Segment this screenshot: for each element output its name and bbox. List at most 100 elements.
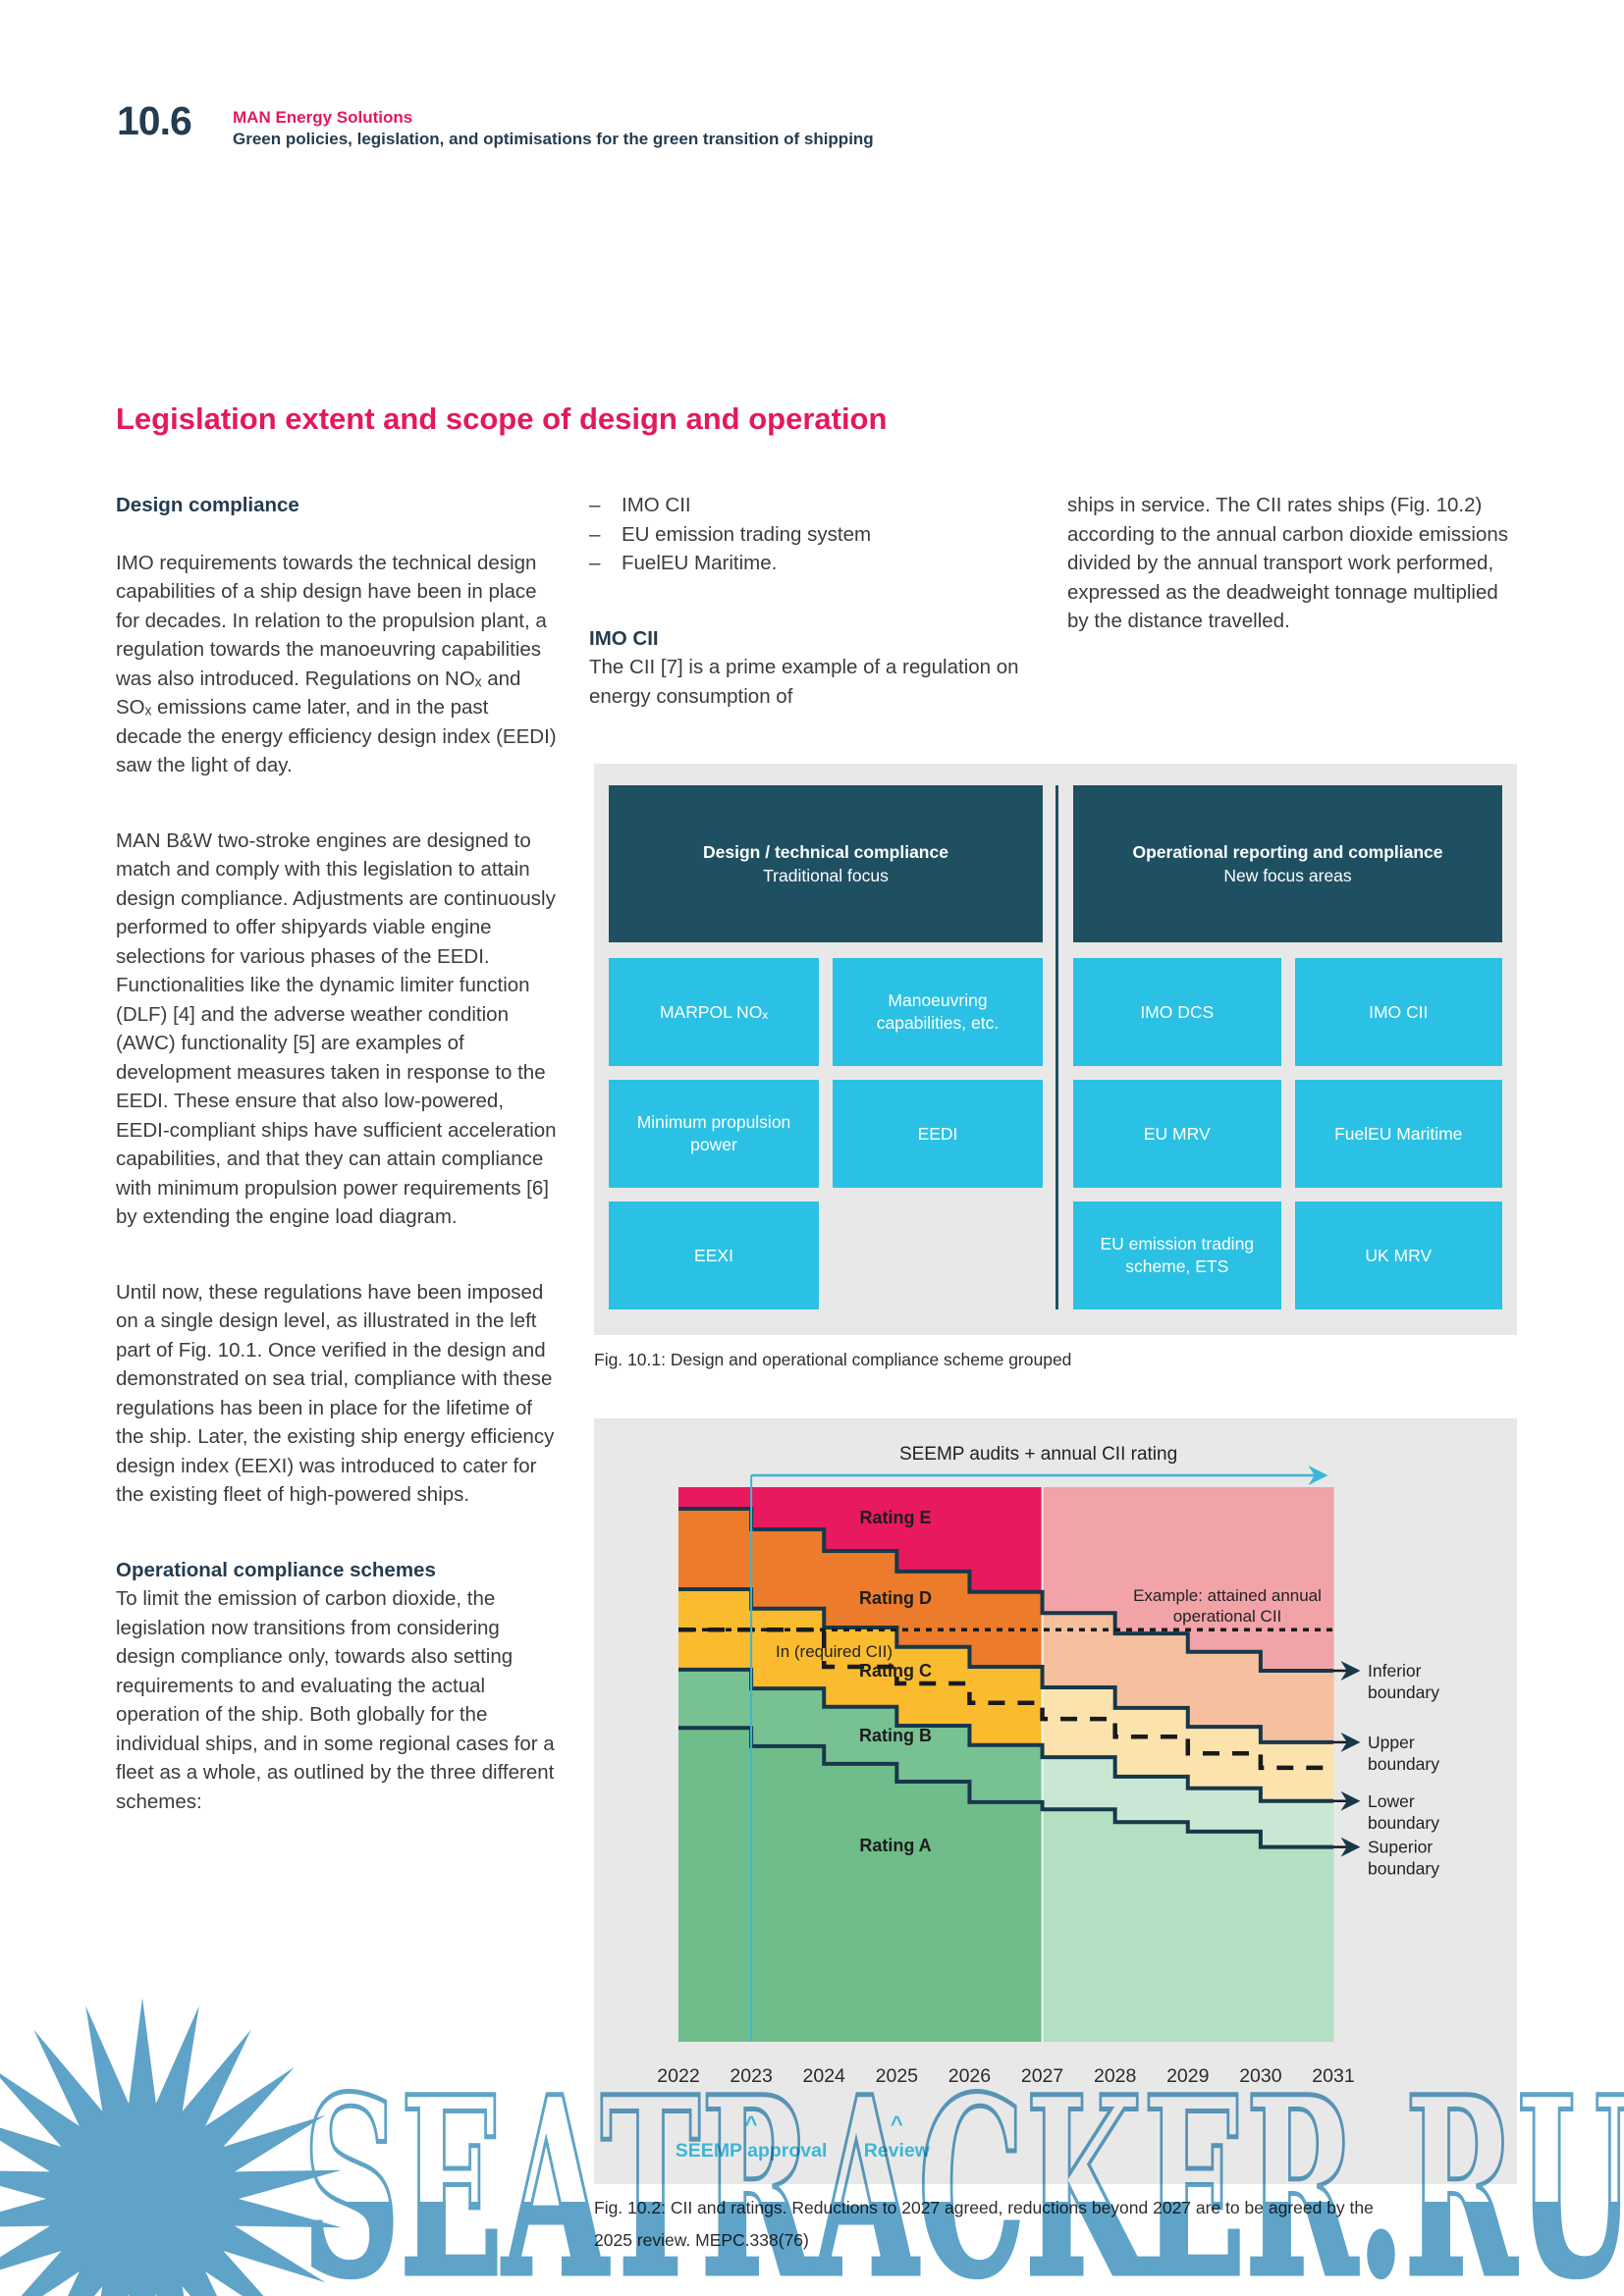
- chart-band: [824, 1706, 897, 1764]
- inferior-boundary-label: Inferior: [1368, 1661, 1422, 1681]
- upper-boundary-line: [678, 1586, 1333, 1744]
- empty-cell: [833, 1201, 1043, 1309]
- inferior-boundary-line: [678, 1507, 1333, 1674]
- chart-band: [1114, 1822, 1189, 2042]
- upper-boundary-label: boundary: [1368, 1754, 1439, 1774]
- compliance-box: EEXI: [609, 1201, 819, 1309]
- chart-band: [1187, 1788, 1262, 1832]
- x-tick-label: 2023: [730, 2065, 772, 2087]
- paragraph: The CII [7] is a prime example of a regu…: [589, 656, 1019, 708]
- fig1-right-header: Operational reporting and compliance New…: [1073, 785, 1502, 942]
- example-attained-cii-line: [678, 1627, 1333, 1771]
- chart-band: [1114, 1776, 1189, 1823]
- fig2-caption-line2: 2025 review. MEPC.338(76): [594, 2230, 809, 2250]
- chart-band: [824, 1487, 897, 1551]
- chart-band: [896, 1487, 971, 1572]
- chart-band: [1042, 1809, 1116, 2042]
- heading-design-compliance: Design compliance: [116, 494, 299, 516]
- compliance-box: Minimum propulsion power: [609, 1080, 819, 1188]
- chart-band: [969, 1591, 1044, 1668]
- chart-band: [1114, 1707, 1189, 1777]
- chart-band: [1187, 1727, 1262, 1789]
- list-item: – IMO CII: [589, 494, 691, 516]
- paragraph: MAN B&W two-stroke engines are designed …: [116, 828, 557, 1229]
- fig1-caption: Fig. 10.1: Design and operational compli…: [594, 1350, 1072, 1369]
- compliance-box: EU MRV: [1073, 1080, 1281, 1188]
- compliance-box: EU emission trading scheme, ETS: [1073, 1201, 1281, 1309]
- compliance-box: UK MRV: [1294, 1201, 1502, 1309]
- chart-band: [969, 1667, 1044, 1745]
- chart-band: [678, 1728, 752, 2042]
- document-subtitle: Green policies, legislation, and optimis…: [233, 130, 874, 148]
- chart-band: [1042, 1613, 1116, 1687]
- compliance-box: FuelEU Maritime: [1294, 1080, 1502, 1188]
- paragraph: Until now, these regulations have been i…: [116, 1280, 555, 1507]
- chart-title: SEEMP audits + annual CII rating: [899, 1444, 1177, 1465]
- required-cii-label: In (required CII): [776, 1642, 893, 1661]
- rating-band-label: Rating B: [859, 1726, 932, 1745]
- fig1-left-header-title: Design / technical compliance: [703, 842, 948, 862]
- rating-band-label: Rating D: [859, 1588, 932, 1608]
- section-number: 10.6: [117, 98, 192, 143]
- chart-band: [1187, 1831, 1262, 2042]
- chart-band: [1260, 1846, 1334, 2042]
- paragraph: IMO requirements towards the technical d…: [116, 551, 557, 777]
- chart-band: [896, 1782, 971, 2042]
- chart-band: [1042, 1757, 1116, 1810]
- sun-icon: [0, 1998, 342, 2296]
- chart-band: [969, 1487, 1044, 1592]
- superior-boundary-label: boundary: [1368, 1859, 1439, 1879]
- chart-band: [1187, 1487, 1262, 1652]
- chart-band: [1260, 1487, 1334, 1672]
- chart-band: [896, 1571, 971, 1647]
- chart-band: [1042, 1686, 1116, 1758]
- chart-band: [896, 1646, 971, 1726]
- superior-boundary-line: [678, 1726, 1333, 1849]
- rating-band-label: Rating E: [859, 1508, 931, 1527]
- review-label: Review: [864, 2140, 931, 2162]
- text-column-3: ships in service. The CII rates ships (F…: [1067, 491, 1511, 636]
- compliance-box: Manoeuvring capabilities, etc.: [833, 958, 1043, 1066]
- bullet-list: – IMO CII – EU emission trading system – Fuel…: [589, 491, 1033, 578]
- chart-band: [1260, 1741, 1334, 1801]
- chart-band: [751, 1745, 825, 2042]
- compliance-box: MARPOL NOₓ: [609, 958, 819, 1066]
- chart-band: [1114, 1633, 1189, 1708]
- upper-boundary-label: Upper: [1368, 1733, 1415, 1752]
- brand-name: MAN Energy Solutions: [233, 108, 413, 127]
- fig1-left-grid: MARPOL NOₓ Manoeuvring capabilities, etc.…: [609, 958, 1043, 1309]
- compliance-box: IMO CII: [1294, 958, 1502, 1066]
- lower-boundary-label: Lower: [1368, 1791, 1415, 1811]
- x-tick-label: 2028: [1094, 2065, 1136, 2087]
- list-item: – EU emission trading system: [589, 522, 872, 546]
- x-tick-label: 2025: [876, 2065, 919, 2087]
- x-tick-label: 2024: [803, 2065, 846, 2087]
- chart-band: [751, 1688, 825, 1746]
- chart-band: [969, 1744, 1044, 1802]
- chart-band: [896, 1725, 971, 1783]
- example-cii-label: operational CII: [1173, 1607, 1282, 1626]
- compliance-box: EEDI: [833, 1080, 1043, 1188]
- fig1-divider: [1056, 785, 1058, 1309]
- fig1-left-half: Design / technical compliance Traditiona…: [609, 785, 1043, 1309]
- x-tick-label: 2029: [1166, 2065, 1209, 2087]
- x-tick-label: 2026: [948, 2065, 991, 2087]
- x-tick-label: 2030: [1239, 2065, 1282, 2087]
- chart-band: [751, 1608, 825, 1689]
- chart-band: [969, 1801, 1044, 2042]
- compliance-box: IMO DCS: [1073, 958, 1281, 1066]
- chart-band: [751, 1487, 825, 1529]
- fig2-caption-line1: Fig. 10.2: CII and ratings. Reductions t…: [594, 2198, 1374, 2217]
- x-tick-label: 2027: [1021, 2065, 1063, 2087]
- fig1-right-half: Operational reporting and compliance New…: [1073, 785, 1502, 1309]
- heading-operational-compliance-schemes: Operational compliance schemes: [116, 1558, 436, 1581]
- figure-10-2: Inferior boundary Upper boundary Lower bounda…: [594, 1418, 1517, 2184]
- chart-band: [678, 1669, 752, 1729]
- chart-band: [1187, 1651, 1262, 1728]
- fig1-right-header-subtitle: New focus areas: [1223, 866, 1352, 885]
- cii-ratings-chart: InferiorboundaryUpperboundaryLowerbounda…: [657, 1444, 1439, 2162]
- chart-band: [678, 1487, 752, 1510]
- x-tick-label: 2031: [1312, 2065, 1354, 2087]
- caret-up-icon: ^: [745, 2111, 758, 2136]
- caret-up-icon: ^: [891, 2111, 903, 2136]
